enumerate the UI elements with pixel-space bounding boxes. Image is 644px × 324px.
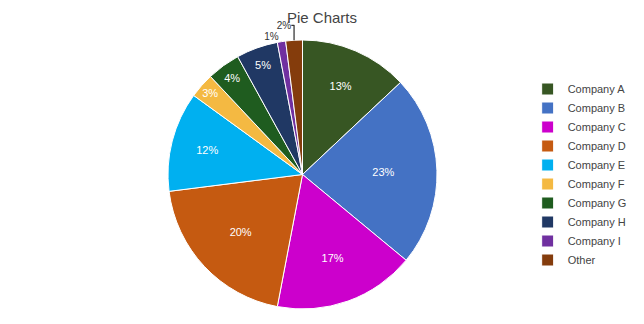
svg-text:Pie Charts: Pie Charts: [287, 9, 357, 26]
svg-text:12%: 12%: [196, 144, 218, 156]
svg-text:23%: 23%: [372, 166, 394, 178]
svg-text:Other: Other: [568, 254, 596, 266]
svg-text:20%: 20%: [230, 226, 252, 238]
svg-text:Company A: Company A: [568, 83, 626, 95]
svg-text:17%: 17%: [322, 252, 344, 264]
svg-text:2%: 2%: [277, 20, 292, 31]
svg-text:Company E: Company E: [568, 159, 625, 171]
svg-text:13%: 13%: [330, 80, 352, 92]
svg-text:Company F: Company F: [568, 178, 625, 190]
svg-text:Company I: Company I: [568, 235, 621, 247]
svg-text:5%: 5%: [255, 59, 271, 71]
svg-text:Company G: Company G: [568, 197, 627, 209]
svg-text:Company B: Company B: [568, 102, 625, 114]
svg-text:3%: 3%: [202, 87, 218, 99]
svg-text:Company H: Company H: [568, 216, 626, 228]
svg-text:Company D: Company D: [568, 140, 626, 152]
svg-text:4%: 4%: [224, 72, 240, 84]
svg-text:1%: 1%: [264, 31, 279, 42]
svg-text:Company C: Company C: [568, 121, 626, 133]
